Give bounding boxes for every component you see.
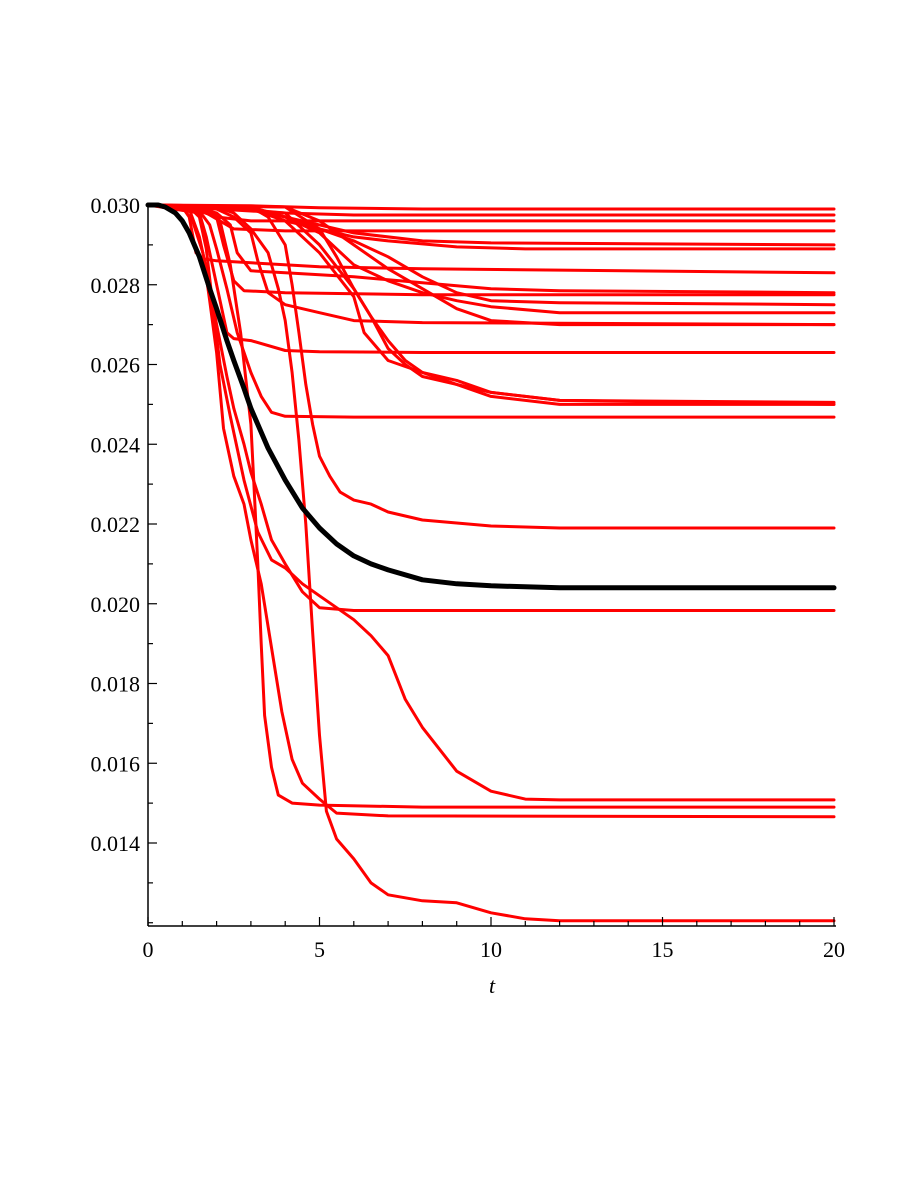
sample-series-line-17	[146, 203, 836, 404]
y-tick-label: 0.028	[91, 273, 141, 298]
y-tick-label: 0.024	[91, 432, 141, 457]
x-axis-title: t	[489, 973, 496, 998]
y-tick-label: 0.022	[91, 512, 141, 537]
series-layer	[145, 202, 837, 923]
x-tick-label: 15	[652, 937, 674, 962]
sample-series-line-16	[146, 203, 836, 406]
y-tick-label: 0.014	[91, 831, 141, 856]
sample-series-line-14	[146, 203, 836, 354]
sample-series-line-23	[146, 203, 836, 809]
sample-series-line-22	[146, 203, 836, 819]
sample-series-line-19	[146, 203, 836, 530]
x-tick-label: 0	[143, 937, 154, 962]
ticks-layer: 0 5 10 15 20 0.014 0.016 0.018 0.020 0.022 0.024 0.…	[91, 193, 846, 962]
y-tick-label: 0.020	[91, 592, 141, 617]
sample-series-line-24	[146, 203, 836, 923]
x-tick-label: 20	[823, 937, 845, 962]
y-tick-label: 0.030	[91, 193, 141, 218]
x-tick-label: 10	[480, 937, 502, 962]
y-tick-label: 0.016	[91, 751, 141, 776]
x-tick-label: 5	[314, 937, 325, 962]
sample-series-line-12	[146, 203, 836, 327]
sample-series-line-9	[146, 203, 836, 307]
sample-series-line-11	[146, 203, 836, 315]
mean-series-line	[145, 202, 837, 591]
y-tick-label: 0.018	[91, 672, 141, 697]
y-tick-label: 0.026	[91, 353, 141, 378]
sample-series-line-13	[146, 203, 836, 327]
